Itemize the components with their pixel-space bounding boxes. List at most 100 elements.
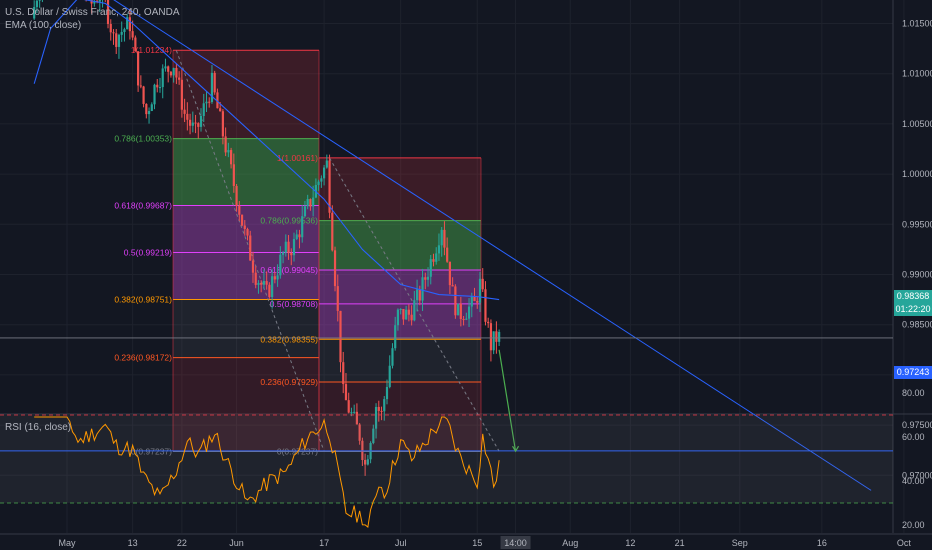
candle-body bbox=[156, 84, 159, 88]
candle-body bbox=[186, 113, 189, 120]
candle-body bbox=[366, 459, 369, 465]
candle-body bbox=[353, 411, 356, 413]
fib-level-label: 1(1.00161) bbox=[277, 153, 318, 163]
candle-body bbox=[358, 424, 361, 441]
candle-body bbox=[380, 410, 383, 412]
candle-body bbox=[418, 289, 421, 301]
time-tick-label: 22 bbox=[177, 538, 187, 548]
candle-body bbox=[476, 300, 479, 303]
countdown-tag: 01:22:20 bbox=[894, 303, 932, 316]
fib-level-label: 0.5(0.98708) bbox=[270, 299, 318, 309]
candle-body bbox=[142, 86, 145, 104]
candle-body bbox=[328, 160, 331, 213]
candle-body bbox=[462, 319, 465, 321]
candle-body bbox=[415, 289, 419, 301]
candle-body bbox=[115, 33, 118, 47]
ema-line bbox=[33, 0, 500, 301]
candle-body bbox=[98, 0, 101, 2]
rsi-tick-label: 20.00 bbox=[902, 520, 925, 530]
candle-body bbox=[487, 321, 490, 324]
candle-body bbox=[246, 229, 249, 236]
candle-body bbox=[421, 277, 424, 301]
candle-body bbox=[123, 29, 126, 32]
time-cursor-tag bbox=[500, 536, 531, 549]
candle-body bbox=[440, 229, 443, 246]
candle-body bbox=[147, 111, 151, 115]
candle-body bbox=[254, 272, 257, 285]
candle-body bbox=[128, 17, 132, 32]
candle-body bbox=[383, 399, 386, 412]
fib-level-label: 0.236(0.98172) bbox=[114, 353, 172, 363]
candle-body bbox=[489, 323, 493, 351]
projection-arrow bbox=[498, 349, 517, 452]
candle-body bbox=[292, 239, 296, 256]
candle-body bbox=[465, 318, 468, 320]
candle-body bbox=[109, 23, 112, 33]
candle-body bbox=[240, 214, 244, 226]
price-tick-label: 1.01500 bbox=[902, 19, 932, 29]
candle-body bbox=[287, 241, 290, 254]
candle-body bbox=[391, 348, 394, 366]
candle-body bbox=[257, 282, 260, 285]
candle-body bbox=[481, 278, 484, 290]
candle-body bbox=[224, 136, 227, 153]
candle-body bbox=[145, 103, 148, 115]
candle-body bbox=[279, 254, 282, 276]
candle-body bbox=[451, 285, 454, 287]
candle-body bbox=[131, 31, 134, 38]
trendline bbox=[113, 0, 872, 491]
candle-body bbox=[265, 281, 268, 285]
rsi-tick-label: 60.00 bbox=[902, 432, 925, 442]
candle-body bbox=[183, 109, 186, 114]
candle-body bbox=[158, 87, 162, 89]
candle-body bbox=[235, 185, 238, 206]
candle-body bbox=[426, 276, 430, 280]
price-tick-label: 1.00000 bbox=[902, 169, 932, 179]
fib-level-label: 0.786(0.99536) bbox=[260, 216, 318, 226]
time-tick-label: 13 bbox=[128, 538, 138, 548]
candle-body bbox=[213, 72, 216, 93]
candle-body bbox=[210, 72, 214, 103]
candle-body bbox=[410, 314, 413, 321]
candle-body bbox=[290, 253, 293, 256]
candle-body bbox=[495, 331, 498, 342]
candle-body bbox=[137, 51, 140, 86]
candle-body bbox=[364, 459, 367, 465]
candle-body bbox=[429, 259, 432, 277]
fib-zone bbox=[173, 252, 319, 300]
candle-body bbox=[251, 260, 255, 273]
candle-body bbox=[405, 309, 408, 320]
candle-body bbox=[443, 229, 446, 248]
candle-body bbox=[153, 84, 156, 105]
candlestick-series bbox=[33, 0, 501, 476]
candle-body bbox=[169, 71, 173, 76]
fib-level-label: 0.382(0.98751) bbox=[114, 294, 172, 304]
projection-arrow-head bbox=[512, 445, 520, 453]
candle-body bbox=[339, 310, 342, 363]
time-tick-label: Jul bbox=[395, 538, 407, 548]
price-tick-label: 0.97500 bbox=[902, 420, 932, 430]
candle-body bbox=[126, 17, 129, 30]
candle-body bbox=[342, 362, 345, 385]
candle-body bbox=[199, 115, 203, 127]
candle-body bbox=[344, 384, 348, 401]
candle-body bbox=[202, 103, 205, 116]
time-tick-label: Oct bbox=[897, 538, 912, 548]
time-tick-label: 16 bbox=[817, 538, 827, 548]
candle-body bbox=[120, 31, 123, 35]
candle-body bbox=[172, 67, 175, 76]
candle-body bbox=[372, 428, 375, 444]
candle-body bbox=[394, 325, 397, 349]
candle-body bbox=[317, 181, 320, 185]
rsi-band bbox=[0, 415, 893, 503]
time-tick-label: May bbox=[58, 538, 76, 548]
rsi-pane bbox=[0, 414, 893, 528]
candle-body bbox=[260, 282, 263, 285]
candle-body bbox=[161, 68, 164, 88]
overlays bbox=[0, 0, 893, 491]
candle-body bbox=[243, 225, 246, 230]
candle-body bbox=[446, 247, 449, 262]
fib-level-label: 0.236(0.97929) bbox=[260, 377, 318, 387]
candle-body bbox=[492, 331, 495, 351]
